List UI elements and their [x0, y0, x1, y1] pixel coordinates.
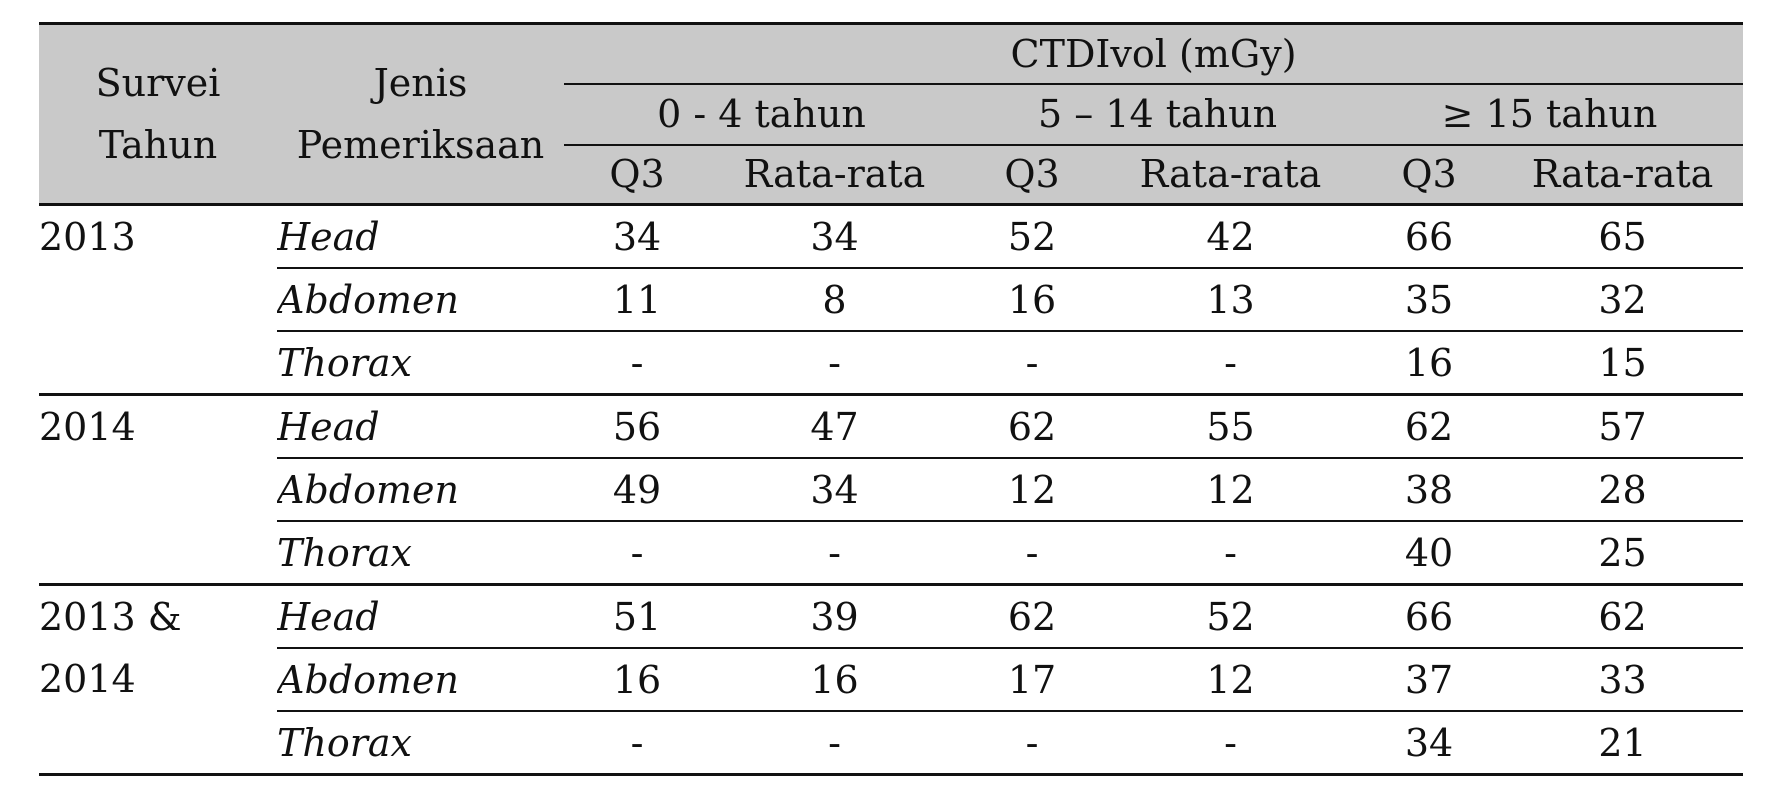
value-cell: 16 [959, 268, 1105, 332]
exam-type-cell: Abdomen [277, 268, 564, 332]
value-cell: 21 [1502, 711, 1744, 776]
value-cell: 62 [1356, 394, 1502, 459]
value-cell: 25 [1502, 521, 1744, 586]
ctdivol-table: Survei Tahun Jenis Pemeriksaan CTDIvol (… [39, 22, 1744, 776]
exam-type-cell: Head [277, 584, 564, 649]
exam-type-cell: Abdomen [277, 458, 564, 522]
value-cell: 11 [564, 268, 710, 332]
header-age-group: 5 – 14 tahun [959, 83, 1356, 146]
value-cell: 13 [1105, 268, 1356, 332]
value-cell: 66 [1356, 584, 1502, 649]
value-cell: 35 [1356, 268, 1502, 332]
value-cell: 16 [710, 648, 959, 712]
value-cell: 52 [959, 204, 1105, 269]
value-cell: - [710, 711, 959, 776]
value-cell: 56 [564, 394, 710, 459]
value-cell: 33 [1502, 648, 1744, 712]
exam-type-cell: Head [277, 394, 564, 459]
table-row: Abdomen 16 16 17 12 37 33 [39, 648, 1744, 712]
exam-type-cell: Abdomen [277, 648, 564, 712]
header-subcol: Rata-rata [1105, 144, 1356, 206]
table-row: Thorax - - - -34 21 [39, 711, 1744, 776]
header-exam-type: Jenis Pemeriksaan [277, 22, 564, 206]
header-subcol: Q3 [1356, 144, 1502, 206]
table-row: Abdomen 11 8 16 13 35 32 [39, 268, 1744, 332]
value-cell: 49 [564, 458, 710, 522]
value-cell: - [710, 331, 959, 396]
value-cell: 55 [1105, 394, 1356, 459]
value-cell: - [710, 521, 959, 586]
value-cell: 62 [959, 394, 1105, 459]
value-cell: - [1105, 521, 1356, 586]
header-exam-type-line2: Pemeriksaan [296, 123, 545, 167]
header-subcol: Q3 [959, 144, 1105, 206]
header-survey-year-line1: Survei [95, 61, 221, 105]
value-cell: - [959, 331, 1105, 396]
header-survey-year: Survei Tahun [39, 22, 277, 206]
value-cell: 28 [1502, 458, 1744, 522]
exam-type-cell: Thorax [277, 711, 564, 776]
survey-year-cell: 2013 [39, 204, 277, 396]
header-subcol: Q3 [564, 144, 710, 206]
value-cell: - [959, 711, 1105, 776]
survey-year-line1: 2013 [39, 215, 136, 259]
value-cell: 65 [1502, 204, 1744, 269]
value-cell: 42 [1105, 204, 1356, 269]
table-row: Abdomen 49 34 12 12 38 28 [39, 458, 1744, 522]
value-cell: 66 [1356, 204, 1502, 269]
value-cell: - [564, 711, 710, 776]
survey-year-cell: 2014 [39, 394, 277, 586]
table-body: 2013 Head 34 34 52 42 66 65 Abdomen 11 8 16 13 35 32 Th… [39, 204, 1744, 776]
survey-year-line1: 2014 [39, 405, 136, 449]
value-cell: 34 [1356, 711, 1502, 776]
header-exam-type-line1: Jenis [373, 61, 468, 105]
value-cell: 12 [1105, 458, 1356, 522]
survey-year-line2: 2014 [39, 657, 136, 701]
table-row: 2014 Head 56 47 62 55 62 57 [39, 394, 1744, 586]
value-cell: 34 [710, 204, 959, 269]
survey-year-cell: 2013 & 2014 [39, 584, 277, 776]
header-subcol: Rata-rata [1502, 144, 1744, 206]
value-cell: - [959, 521, 1105, 586]
value-cell: 12 [1105, 648, 1356, 712]
value-cell: 16 [1356, 331, 1502, 396]
value-cell: 16 [564, 648, 710, 712]
value-cell: 47 [710, 394, 959, 459]
table-row: Thorax - - - -16 15 [39, 331, 1744, 396]
value-cell: 37 [1356, 648, 1502, 712]
value-cell: - [1105, 711, 1356, 776]
value-cell: 34 [564, 204, 710, 269]
value-cell: - [564, 331, 710, 396]
value-cell: 34 [710, 458, 959, 522]
value-cell: 15 [1502, 331, 1744, 396]
value-cell: - [564, 521, 710, 586]
survey-year-line1: 2013 & [39, 595, 182, 639]
value-cell: 17 [959, 648, 1105, 712]
table-row: Thorax - - - -40 25 [39, 521, 1744, 586]
value-cell: - [1105, 331, 1356, 396]
value-cell: 38 [1356, 458, 1502, 522]
header-ctdivol: CTDIvol (mGy) [564, 22, 1744, 85]
exam-type-cell: Thorax [277, 331, 564, 396]
header-survey-year-line2: Tahun [98, 123, 218, 167]
header-subcol: Rata-rata [710, 144, 959, 206]
table-row: 2013 Head 34 34 52 42 66 65 [39, 204, 1744, 396]
header-age-group: 0 - 4 tahun [564, 83, 959, 146]
value-cell: 62 [1502, 584, 1744, 649]
value-cell: 8 [710, 268, 959, 332]
value-cell: 39 [710, 584, 959, 649]
value-cell: 40 [1356, 521, 1502, 586]
table-row: 2013 & 2014 Head 51 39 62 52 66 62 [39, 584, 1744, 776]
exam-type-cell: Thorax [277, 521, 564, 586]
value-cell: 51 [564, 584, 710, 649]
value-cell: 62 [959, 584, 1105, 649]
value-cell: 52 [1105, 584, 1356, 649]
exam-type-cell: Head [277, 204, 564, 269]
value-cell: 32 [1502, 268, 1744, 332]
value-cell: 12 [959, 458, 1105, 522]
header-age-group: ≥ 15 tahun [1356, 83, 1744, 146]
value-cell: 57 [1502, 394, 1744, 459]
